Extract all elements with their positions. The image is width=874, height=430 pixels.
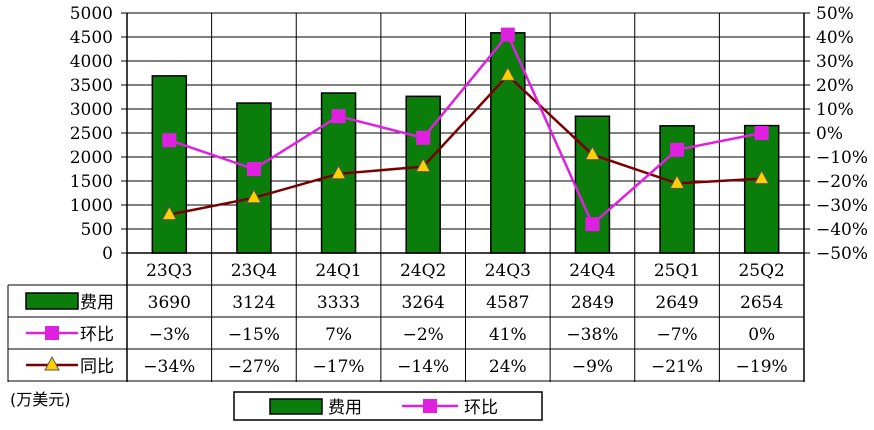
x-tick-label: 24Q1 [315, 261, 361, 281]
y-left-tick-label: 500 [81, 220, 113, 240]
legend-swatch-bar-bottom [269, 398, 323, 415]
bar [743, 124, 780, 254]
y-right-tick-label: 0% [816, 124, 843, 144]
y-left-tick-label: 2000 [70, 148, 113, 168]
yoy-point [753, 169, 770, 185]
y-left-tick-label: 3000 [70, 100, 113, 120]
table-cell-value: −2% [403, 325, 444, 345]
bar [405, 95, 441, 254]
legend-marker-mom-bottom [423, 399, 437, 413]
yoy-point [330, 164, 347, 180]
x-tick-label: 23Q4 [231, 261, 277, 281]
legend-marker-yoy [44, 355, 60, 371]
y-left-tick-label: 4500 [70, 28, 113, 48]
x-tick-label: 25Q1 [654, 261, 700, 281]
y-right-tick-label: −40% [816, 220, 868, 240]
mom-point [670, 142, 685, 157]
mom-point [416, 130, 431, 145]
table-cell-value: −38% [566, 325, 618, 345]
y-right-tick-label: −20% [816, 172, 868, 192]
mom-point [754, 126, 769, 140]
mom-point [162, 133, 177, 148]
y-left-tick-label: 0 [102, 244, 113, 264]
mom-point [500, 27, 515, 42]
y-right-tick-label: 50% [816, 4, 854, 24]
mom-point [331, 109, 346, 124]
table-cell-value: 0% [748, 325, 775, 345]
table-cell-value: −9% [572, 357, 613, 377]
x-tick-label: 24Q3 [485, 261, 531, 281]
table-cell-value: −34% [143, 357, 195, 377]
mom-point [585, 217, 600, 232]
bar [236, 102, 272, 254]
table-cell-value: 41% [489, 325, 527, 345]
y-left-tick-label: 1000 [70, 196, 113, 216]
yoy-point [584, 145, 601, 161]
table-cell-value: −14% [397, 357, 449, 377]
table-cell-value: 2649 [655, 293, 698, 313]
table-cell-value: 2654 [740, 293, 783, 313]
y-right-tick-label: 40% [816, 28, 854, 48]
y-right-tick-label: 20% [816, 76, 854, 96]
table-cell-value: −15% [228, 325, 280, 345]
y-right-tick-label: −30% [816, 196, 868, 216]
x-tick-label: 23Q3 [146, 261, 192, 281]
unit-label: (万美元) [10, 390, 71, 409]
mom-point [246, 162, 261, 176]
y-right-tick-label: 30% [816, 52, 854, 72]
table-cell-value: 4587 [486, 293, 529, 313]
table-row-label: 环比 [80, 325, 114, 345]
legend-swatch-bar [25, 292, 79, 310]
yoy-point [415, 157, 432, 173]
table-cell-value: −17% [313, 357, 365, 377]
table-cell-value: −27% [228, 357, 280, 377]
table-cell-value: 7% [325, 325, 352, 345]
table-cell-value: 3690 [148, 293, 191, 313]
yoy-point [499, 66, 516, 81]
x-tick-label: 24Q2 [400, 261, 446, 281]
table-cell-value: 3333 [317, 293, 360, 313]
y-left-tick-label: 4000 [70, 52, 113, 72]
series-line-yoy [169, 73, 762, 216]
table-row-label: 费用 [80, 293, 114, 313]
x-tick-label: 24Q4 [569, 261, 615, 281]
y-left-tick-label: 3500 [70, 76, 113, 96]
table-cell-value: −3% [149, 325, 190, 345]
x-tick-label: 25Q2 [738, 261, 784, 281]
table-cell-value: 3264 [402, 293, 445, 313]
table-row-label: 同比 [80, 357, 114, 377]
table-cell-value: 3124 [232, 293, 275, 313]
y-right-tick-label: −10% [816, 148, 868, 168]
table-cell-value: −19% [736, 357, 788, 377]
y-left-tick-label: 2500 [70, 124, 113, 144]
yoy-point [161, 205, 178, 221]
yoy-point [669, 174, 685, 189]
legend-label: 费用 [328, 398, 362, 418]
legend-label: 环比 [464, 398, 498, 418]
table-cell-value: −7% [656, 325, 697, 345]
y-left-tick-label: 1500 [70, 172, 113, 192]
legend-marker-mom [45, 326, 59, 340]
bar [574, 115, 611, 254]
table-cell-value: −21% [651, 357, 703, 377]
table-cell-value: 2849 [571, 293, 614, 313]
y-right-tick-label: −50% [816, 244, 868, 264]
yoy-point [246, 188, 262, 204]
y-right-tick-label: 10% [816, 100, 854, 120]
bar [490, 32, 526, 254]
y-left-tick-label: 5000 [70, 4, 113, 24]
table-cell-value: 24% [489, 357, 527, 377]
series-line-mom [168, 32, 762, 227]
bar [151, 75, 188, 254]
